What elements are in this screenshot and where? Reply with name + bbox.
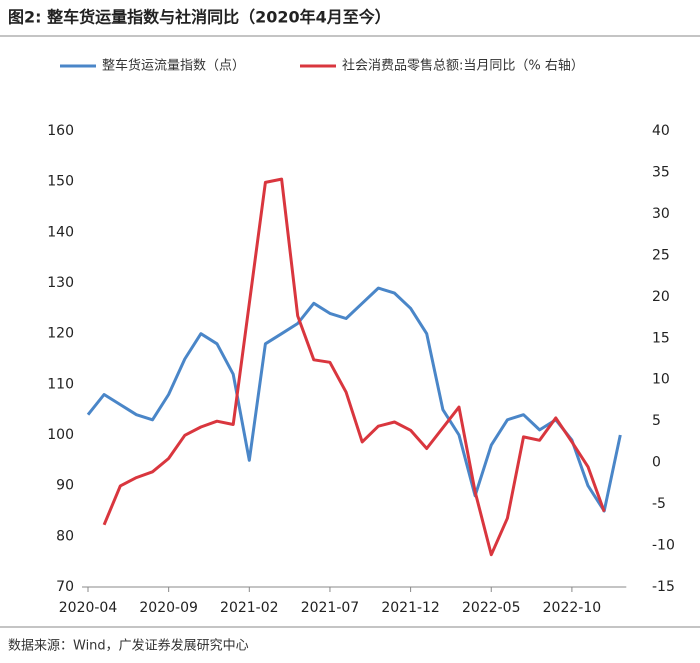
y-tick-label: 90 bbox=[56, 478, 74, 494]
series-line bbox=[86, 286, 622, 513]
y2-tick-label: -15 bbox=[652, 579, 675, 595]
legend: 整车货运流量指数（点） bbox=[102, 58, 245, 74]
x-tick-label: 2021-07 bbox=[301, 600, 360, 616]
series-line bbox=[102, 177, 606, 557]
y-tick-label: 80 bbox=[56, 528, 74, 544]
y2-tick-label: 25 bbox=[652, 247, 670, 263]
x-tick-label: 2021-02 bbox=[220, 600, 279, 616]
y-tick-label: 140 bbox=[47, 224, 74, 240]
y2-tick-label: 15 bbox=[652, 330, 670, 346]
y2-tick-label: 35 bbox=[652, 164, 670, 180]
y2-tick-label: -10 bbox=[652, 538, 675, 554]
y-tick-label: 120 bbox=[47, 326, 74, 342]
x-tick-label: 2021-12 bbox=[381, 600, 440, 616]
y-tick-label: 110 bbox=[47, 376, 74, 392]
x-tick-label: 2022-05 bbox=[462, 600, 521, 616]
source: 数据来源：Wind，广发证券发展研究中心 bbox=[8, 638, 249, 654]
y2-tick-label: 0 bbox=[652, 455, 661, 471]
y2-tick-label: 40 bbox=[652, 123, 670, 139]
y-tick-label: 100 bbox=[47, 427, 74, 443]
x-tick-label: 2020-09 bbox=[139, 600, 198, 616]
y-tick-label: 160 bbox=[47, 123, 74, 139]
x-tick-label: 2022-10 bbox=[543, 600, 602, 616]
y2-tick-label: 10 bbox=[652, 372, 670, 388]
y2-tick-label: 30 bbox=[652, 206, 670, 222]
y2-tick-label: -5 bbox=[652, 496, 666, 512]
y-tick-label: 150 bbox=[47, 174, 74, 190]
legend: 社会消费品零售总额:当月同比（% 右轴） bbox=[342, 58, 584, 74]
chart-title: 图2: 整车货运量指数与社消同比（2020年4月至今） bbox=[8, 8, 391, 27]
y-tick-label: 130 bbox=[47, 275, 74, 291]
x-tick-label: 2020-04 bbox=[59, 600, 118, 616]
y2-tick-label: 20 bbox=[652, 289, 670, 305]
y2-tick-label: 5 bbox=[652, 413, 661, 429]
y-tick-label: 70 bbox=[56, 579, 74, 595]
